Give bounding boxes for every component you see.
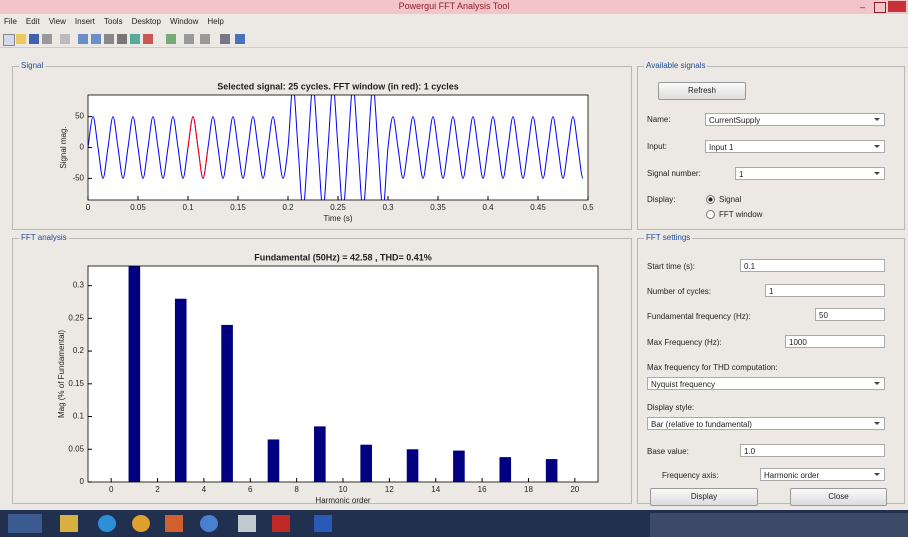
x-tick-label: 8 bbox=[294, 485, 299, 494]
x-tick-label: 14 bbox=[431, 485, 440, 494]
body: Powergui FFT Analysis Tool – File Edit V… bbox=[0, 0, 908, 537]
x-axis-label: Time (s) bbox=[323, 214, 352, 223]
charts: Selected signal: 25 cycles. FFT window (… bbox=[0, 0, 908, 537]
plot-area bbox=[88, 266, 598, 482]
y-tick-label: 0 bbox=[80, 477, 85, 486]
x-tick-label: 0 bbox=[109, 485, 114, 494]
y-tick-label: 50 bbox=[75, 112, 84, 121]
x-tick-label: 6 bbox=[248, 485, 253, 494]
bar bbox=[360, 445, 372, 482]
y-tick-label: 0.05 bbox=[68, 444, 84, 453]
x-tick-label: 0.25 bbox=[330, 203, 346, 212]
bar bbox=[314, 426, 326, 482]
x-tick-label: 0 bbox=[86, 203, 91, 212]
x-tick-label: 18 bbox=[524, 485, 533, 494]
x-tick-label: 12 bbox=[385, 485, 394, 494]
chart-title: Selected signal: 25 cycles. FFT window (… bbox=[217, 81, 459, 91]
bar bbox=[221, 325, 233, 482]
bar bbox=[499, 457, 511, 482]
x-tick-label: 0.2 bbox=[282, 203, 294, 212]
bar bbox=[175, 299, 187, 482]
bar bbox=[407, 449, 419, 482]
y-tick-label: -50 bbox=[72, 173, 84, 182]
x-tick-label: 0.15 bbox=[230, 203, 246, 212]
bar bbox=[546, 459, 558, 482]
x-tick-label: 0.35 bbox=[430, 203, 446, 212]
x-tick-label: 16 bbox=[478, 485, 487, 494]
x-tick-label: 0.45 bbox=[530, 203, 546, 212]
bar bbox=[129, 0, 141, 482]
x-tick-label: 0.5 bbox=[582, 203, 594, 212]
x-tick-label: 0.1 bbox=[182, 203, 194, 212]
y-axis-label: Mag (% of Fundamental) bbox=[57, 330, 66, 418]
x-tick-label: 0.05 bbox=[130, 203, 146, 212]
x-tick-label: 4 bbox=[202, 485, 207, 494]
y-tick-label: 0.25 bbox=[68, 313, 84, 322]
y-tick-label: 0.2 bbox=[73, 346, 85, 355]
bar bbox=[453, 451, 465, 482]
y-tick-label: 0 bbox=[80, 143, 85, 152]
x-tick-label: 20 bbox=[570, 485, 579, 494]
x-tick-label: 2 bbox=[155, 485, 160, 494]
x-tick-label: 10 bbox=[339, 485, 348, 494]
chart-title: Fundamental (50Hz) = 42.58 , THD= 0.41% bbox=[254, 252, 432, 262]
y-tick-label: 0.1 bbox=[73, 412, 85, 421]
page: {"window": {"title": "Powergui FFT Analy… bbox=[0, 0, 908, 537]
x-tick-label: 0.4 bbox=[482, 203, 494, 212]
y-tick-label: 0.3 bbox=[73, 281, 85, 290]
x-tick-label: 0.3 bbox=[382, 203, 394, 212]
x-axis-label: Harmonic order bbox=[315, 496, 370, 505]
y-tick-label: 0.15 bbox=[68, 379, 84, 388]
bar bbox=[268, 439, 280, 482]
y-axis-label: Signal mag. bbox=[59, 126, 68, 168]
